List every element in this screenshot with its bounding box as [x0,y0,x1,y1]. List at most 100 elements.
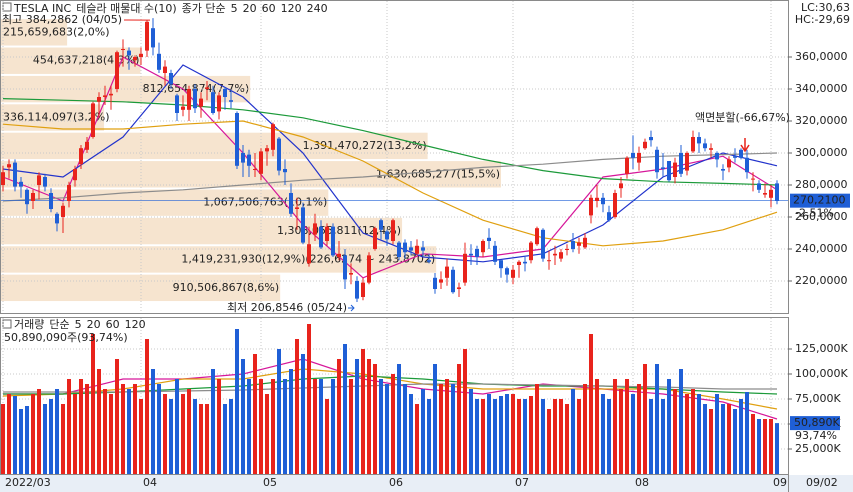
candle-body [115,52,119,89]
candle-body [283,169,287,173]
volume-bar [31,394,35,474]
checkbox[interactable] [2,2,12,12]
volume-bar [121,384,125,474]
volume-bar [211,369,215,474]
volume-bar [139,399,143,474]
y-tick-label: 25,000K [795,442,841,455]
volume-bar [229,399,233,474]
candle-body [127,50,131,56]
candle-body [727,159,731,168]
volume-bar [535,384,539,474]
volume-bar [223,404,227,474]
price-tag [790,193,850,208]
volume-bar [25,406,29,474]
change-label: -2,51% [795,207,834,220]
volume-bar [439,384,443,474]
candle-body [667,161,671,181]
legend-entry: 20 [87,318,101,331]
volume-bar [625,379,629,474]
candle-body [517,261,521,265]
volume-bar [427,399,431,474]
volume-bar [49,399,53,474]
volume-bar [145,339,149,474]
candle-body [235,113,239,166]
moving-average-line [2,120,778,247]
volume-bar [679,369,683,474]
candle-body [691,137,695,152]
y-tick-label: 125,000K [795,342,848,355]
volume-bar [697,394,701,474]
candle-body [559,252,563,259]
candle-body [409,247,413,251]
y-tick-label: 240,0000 [795,242,848,255]
volume-bar [397,364,401,474]
legend-entry: 20 [243,2,257,15]
y-tick-label: 320,0000 [795,114,848,127]
volume-bar [709,409,713,474]
volume-profile-label: 336,114,097(3,2%) [3,111,110,124]
candle-body [355,281,359,299]
volume-bar [733,409,737,474]
volume-bar [319,379,323,474]
volume-bar [349,379,353,474]
candle-body [637,153,641,163]
volume-bar [643,364,647,474]
candle-body [349,273,353,275]
volume-profile-bar [1,132,428,160]
volume-bar [505,394,509,474]
volume-bar [13,396,17,474]
legend-label: 단순 [49,318,69,331]
volume-bar [769,419,773,474]
volume-bar [409,394,413,474]
volume-bar [595,379,599,474]
y-tick-label: 340,0000 [795,82,848,95]
candle-body [775,183,779,201]
volume-profile-label: 1,308,055,811(12,4%) [277,224,401,237]
candle-body [733,156,737,158]
ratio-label: 93,74% [795,429,837,442]
candle-body [205,87,209,89]
candle-body [739,149,743,158]
candle-body [73,169,77,181]
candle-body [439,279,443,283]
volume-bar [391,374,395,474]
candle-body [307,244,311,264]
volume-bar [601,394,605,474]
candle-body [379,220,383,230]
volume-bar [277,349,281,474]
candle-body [523,261,527,264]
volume-bar [355,359,359,474]
volume-bar [73,394,77,474]
volume-bar [103,389,107,474]
volume-bar [91,334,95,474]
y-tick-label: 75,000K [795,392,841,405]
volume-bar [37,389,41,474]
low-arrow [348,304,355,312]
volume-bar [55,389,59,474]
candle-body [601,197,605,205]
legend-entry: 5 [75,318,82,331]
candle-body [403,242,407,253]
legend-entry: 120 [125,318,146,331]
volume-bar [313,379,317,474]
candle-body [577,242,581,246]
volume-bar [85,384,89,474]
volume-bar [271,379,275,474]
candle-body [505,268,509,275]
checkbox[interactable] [2,319,12,329]
volume-profile-bar [1,104,105,131]
volume-bar [757,419,761,474]
x-tick-label: 2022/03 [5,476,51,489]
candle-body [55,213,59,224]
candle-body [445,266,449,278]
volume-bar [97,369,101,474]
volume-bar [655,364,659,474]
legend-label: 종가 단순 [182,2,226,15]
candle-body [643,141,647,149]
candle-body [253,169,257,170]
volume-bar [511,394,515,474]
candle-body [721,169,725,171]
x-tick-label: 08 [635,476,649,489]
volume-bar [307,324,311,474]
volume-bar [481,399,485,474]
